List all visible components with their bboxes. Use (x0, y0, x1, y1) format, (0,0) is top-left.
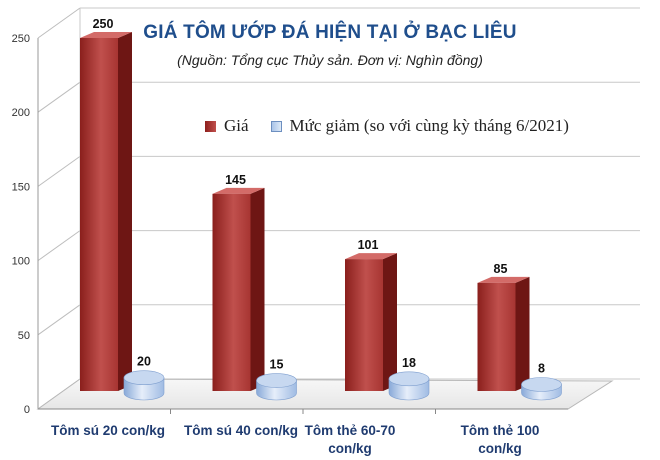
bar-price-side (383, 253, 397, 391)
bar-decrease-top (123, 370, 165, 386)
data-label-price: 250 (93, 17, 114, 31)
bar-price (80, 38, 118, 391)
data-label-decrease: 15 (270, 358, 284, 372)
legend: Giá Mức giảm (so với cùng kỳ tháng 6/202… (205, 116, 591, 136)
gridline-side (37, 81, 81, 113)
y-tick-label: 50 (18, 330, 30, 342)
data-label-decrease: 20 (137, 355, 151, 369)
data-label-decrease: 18 (402, 356, 416, 370)
bar-price-top (80, 32, 132, 38)
chart-title: GIÁ TÔM ƯỚP ĐÁ HIỆN TẠI Ở BẠC LIÊU (143, 22, 517, 43)
legend-item-price: Giá (205, 116, 249, 136)
x-tick-label: Tôm sú 20 con/kg (50, 423, 166, 438)
y-tick-label: 100 (12, 256, 30, 268)
bar-price (212, 193, 251, 391)
gridline-side (37, 7, 81, 39)
legend-swatch-decrease (270, 120, 282, 132)
data-label-price: 101 (358, 238, 379, 252)
x-tick-label: Tôm thẻ 60-70 con/kg (304, 423, 396, 456)
data-label-price: 85 (494, 262, 508, 276)
y-tick-label: 200 (12, 107, 30, 119)
data-label-decrease: 8 (538, 361, 545, 375)
y-tick-label: 0 (24, 404, 30, 416)
data-label-price: 145 (225, 173, 246, 187)
bar-decrease-top (521, 377, 562, 392)
legend-label-price: Giá (224, 116, 249, 135)
bar-price-top (212, 187, 265, 194)
bar-price-top (477, 276, 530, 283)
bar-price-top (345, 253, 397, 260)
legend-label-decrease: Mức giảm (so với cùng kỳ tháng 6/2021) (289, 116, 569, 135)
x-tick-label: Tôm thẻ 100 con/kg (460, 423, 540, 456)
bar-decrease-top (256, 373, 297, 388)
bar-price (477, 282, 516, 391)
y-tick-label: 150 (12, 181, 30, 193)
legend-item-decrease: Mức giảm (so với cùng kỳ tháng 6/2021) (270, 116, 569, 136)
bar-price (345, 259, 383, 391)
bar-price-side (250, 187, 265, 391)
bar-decrease-top (388, 371, 430, 387)
gridline-side (37, 304, 81, 336)
bar-price-side (515, 276, 530, 391)
y-tick-label: 250 (12, 33, 30, 45)
x-tick-label: Tôm sú 40 con/kg (183, 423, 299, 438)
legend-swatch-price (205, 120, 216, 132)
gridline-side (37, 230, 81, 262)
gridline-side (37, 155, 81, 187)
bar-price-side (118, 32, 132, 391)
chart-subtitle: (Nguồn: Tổng cục Thủy sản. Đơn vị: Nghìn… (177, 52, 483, 68)
